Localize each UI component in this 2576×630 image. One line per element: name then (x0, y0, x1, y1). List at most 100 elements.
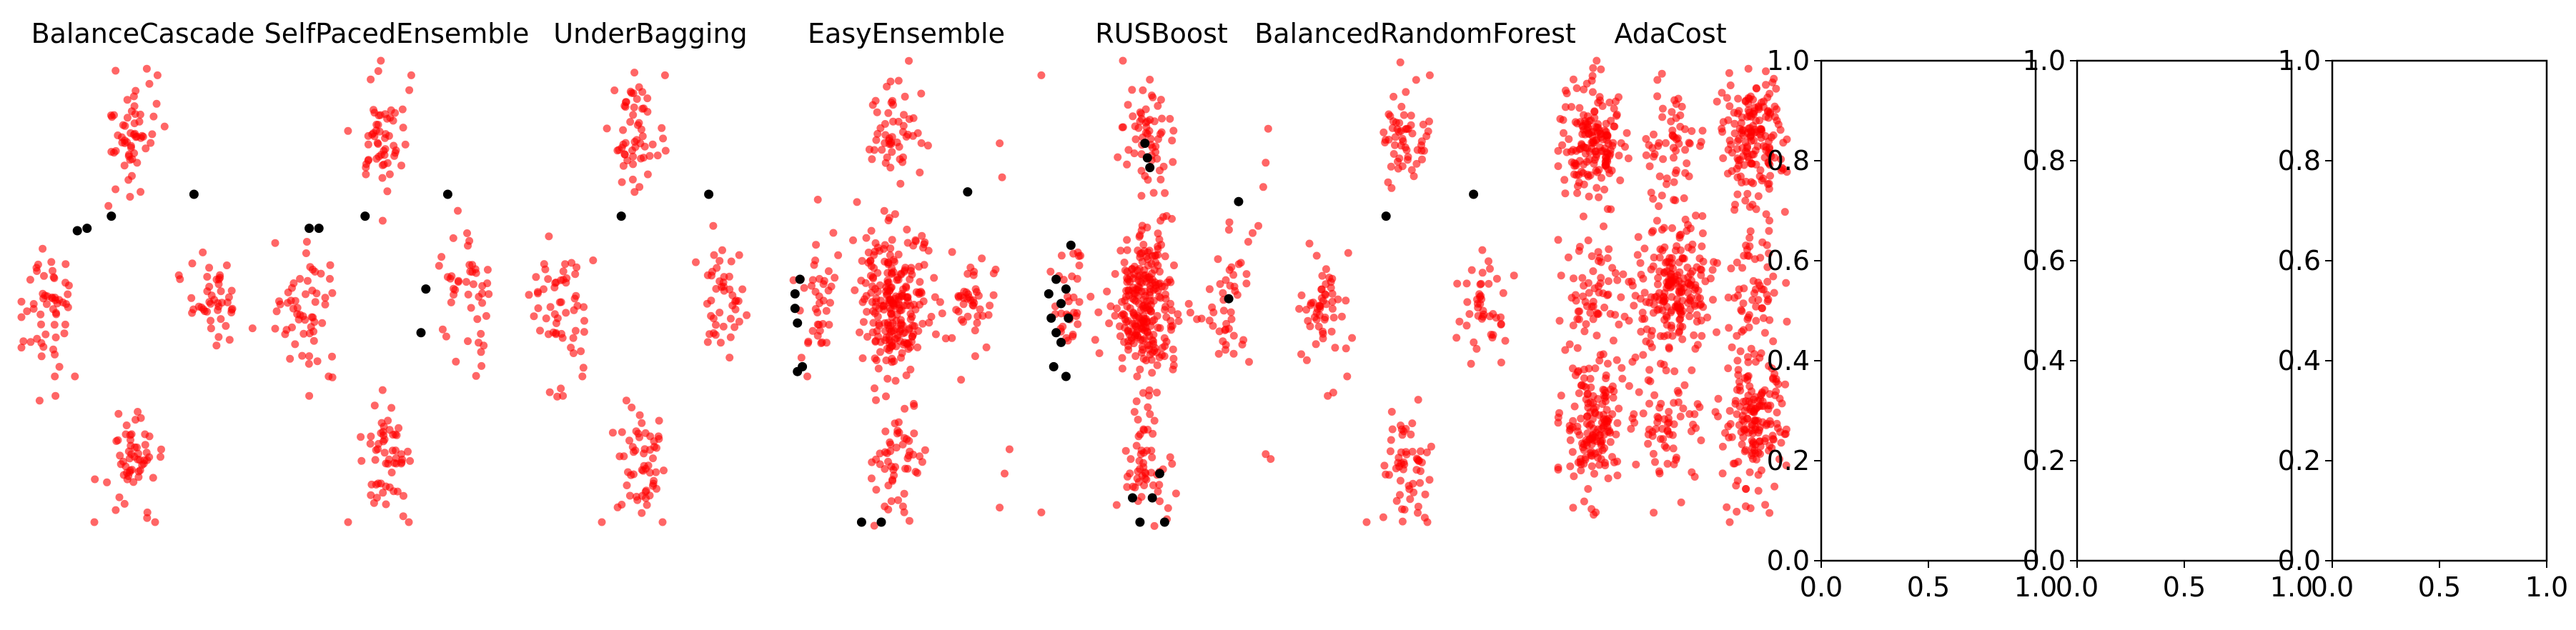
minority-point (731, 305, 740, 314)
minority-point (1467, 266, 1476, 274)
minority-point (1143, 117, 1151, 126)
minority-point (1680, 194, 1688, 202)
minority-point (1136, 365, 1144, 374)
minority-point (1650, 293, 1659, 301)
minority-point (941, 334, 950, 343)
minority-point (1615, 404, 1623, 413)
minority-point (1668, 224, 1676, 232)
minority-point (214, 333, 223, 341)
minority-point (1227, 315, 1236, 324)
minority-point (653, 151, 662, 160)
minority-point (1123, 160, 1131, 169)
minority-point (1747, 344, 1755, 353)
minority-point (910, 401, 918, 410)
minority-point (1572, 84, 1581, 92)
minority-point (1593, 168, 1602, 176)
minority-point (377, 56, 385, 65)
minority-point (1001, 469, 1009, 478)
empty-axes-3: 0.0 0.5 1.00.00.20.40.60.81.0 (2278, 45, 2569, 603)
minority-point (370, 129, 377, 137)
minority-point (1086, 292, 1095, 301)
minority-point (1205, 285, 1214, 294)
minority-point (160, 122, 169, 131)
minority-point (1752, 205, 1760, 214)
minority-point (103, 478, 112, 486)
minority-point (553, 392, 562, 401)
minority-point (1155, 481, 1164, 489)
minority-point (812, 241, 821, 249)
minority-point (1398, 505, 1406, 514)
minority-point (1414, 396, 1422, 404)
minority-point (1485, 257, 1492, 266)
minority-point (482, 311, 490, 320)
minority-point (891, 292, 900, 301)
minority-point (620, 452, 628, 461)
minority-point (1497, 359, 1505, 366)
minority-point (405, 518, 413, 526)
minority-point (1743, 353, 1752, 361)
minority-point (1322, 300, 1331, 309)
minority-point (1144, 403, 1152, 411)
minority-point (225, 336, 234, 344)
minority-point (1408, 447, 1417, 456)
minority-point (149, 474, 157, 482)
minority-point (822, 339, 831, 347)
minority-point (630, 138, 639, 146)
minority-point (1781, 380, 1790, 389)
minority-point (718, 246, 726, 254)
minority-point (1474, 311, 1482, 320)
minority-point (1586, 374, 1595, 383)
minority-point (1658, 104, 1667, 113)
minority-point (1703, 314, 1712, 321)
minority-point (37, 352, 46, 361)
minority-point (1723, 169, 1732, 178)
minority-point (655, 416, 663, 425)
minority-point (1671, 196, 1680, 204)
minority-point (1709, 296, 1717, 304)
minority-point (1735, 285, 1743, 294)
minority-point (1580, 111, 1587, 119)
minority-point (1608, 141, 1617, 150)
minority-point (305, 391, 314, 400)
minority-point (1134, 432, 1143, 441)
minority-point (1597, 65, 1605, 74)
minority-point (1103, 287, 1111, 296)
minority-point (1569, 416, 1577, 425)
minority-point (1118, 364, 1126, 373)
minority-point (1463, 298, 1472, 306)
minority-point (1306, 322, 1314, 331)
y-tick-label: 0.4 (1767, 345, 1810, 376)
minority-point (1128, 86, 1136, 94)
minority-point (397, 459, 405, 468)
minority-point (1688, 468, 1696, 476)
minority-point (1242, 270, 1251, 279)
minority-point (1583, 412, 1592, 421)
minority-point (1145, 331, 1154, 340)
minority-point (709, 314, 718, 323)
minority-point (1697, 316, 1705, 325)
minority-point (709, 221, 718, 230)
minority-point (1478, 246, 1487, 254)
minority-point (49, 305, 57, 314)
minority-point (1569, 75, 1577, 84)
minority-point (1324, 391, 1332, 400)
minority-point (1245, 358, 1253, 366)
minority-point (395, 424, 403, 432)
minority-point (387, 404, 396, 412)
minority-point (1111, 311, 1119, 320)
minority-point (862, 291, 871, 300)
minority-point (188, 259, 197, 268)
minority-point (463, 229, 471, 237)
majority-point (1155, 469, 1164, 479)
minority-point (1693, 400, 1702, 409)
minority-point (131, 110, 139, 119)
minority-point (1736, 347, 1745, 356)
minority-point (1649, 449, 1658, 458)
minority-point (859, 318, 868, 326)
minority-point (1741, 196, 1750, 205)
minority-point (872, 486, 881, 494)
minority-point (1625, 316, 1633, 325)
minority-point (894, 276, 903, 284)
minority-point (996, 504, 1004, 512)
minority-point (705, 330, 714, 339)
